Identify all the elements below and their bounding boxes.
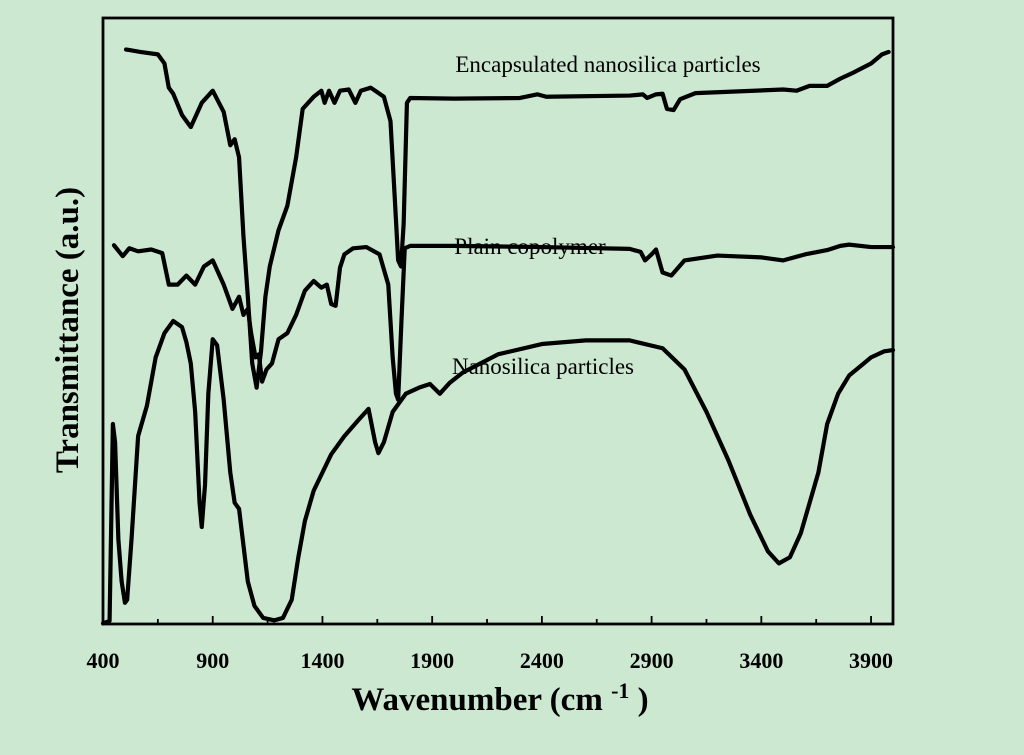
- x-tick-label: 1900: [410, 648, 454, 673]
- x-tick-label: 3400: [739, 648, 783, 673]
- series-label-nanosilica-particles: Nanosilica particles: [452, 354, 634, 379]
- x-tick-label: 1400: [300, 648, 344, 673]
- series-label-group: Encapsulated nanosilica particles Plain c…: [452, 52, 761, 379]
- x-tick-label: 2900: [630, 648, 674, 673]
- series-label-encapsulated-nanosilica-particles: Encapsulated nanosilica particles: [455, 52, 760, 77]
- series-line-nanosilica-particles: [100, 318, 896, 626]
- x-tick-label: 3900: [849, 648, 893, 673]
- series-line-plain-copolymer: [111, 242, 896, 402]
- x-axis-title-superscript: -1: [611, 678, 629, 703]
- x-axis-title-main: Wavenumber (cm: [351, 682, 602, 718]
- series-label-plain-copolymer: Plain copolymer: [454, 234, 606, 259]
- x-axis: 400 900 1400 1900 2400 2900 3400 3900: [87, 616, 893, 673]
- x-tick-label: 400: [87, 648, 120, 673]
- x-tick-label: 2400: [520, 648, 564, 673]
- series-line-encapsulated-nanosilica-particles: [123, 47, 891, 390]
- x-axis-title-close: ): [638, 682, 649, 718]
- x-axis-title: Wavenumber (cm -1 ): [351, 678, 648, 719]
- plot-frame: [101, 16, 895, 626]
- y-axis-title: Transmittance (a.u.): [50, 187, 86, 473]
- series-group: [100, 47, 896, 626]
- x-tick-label: 900: [196, 648, 229, 673]
